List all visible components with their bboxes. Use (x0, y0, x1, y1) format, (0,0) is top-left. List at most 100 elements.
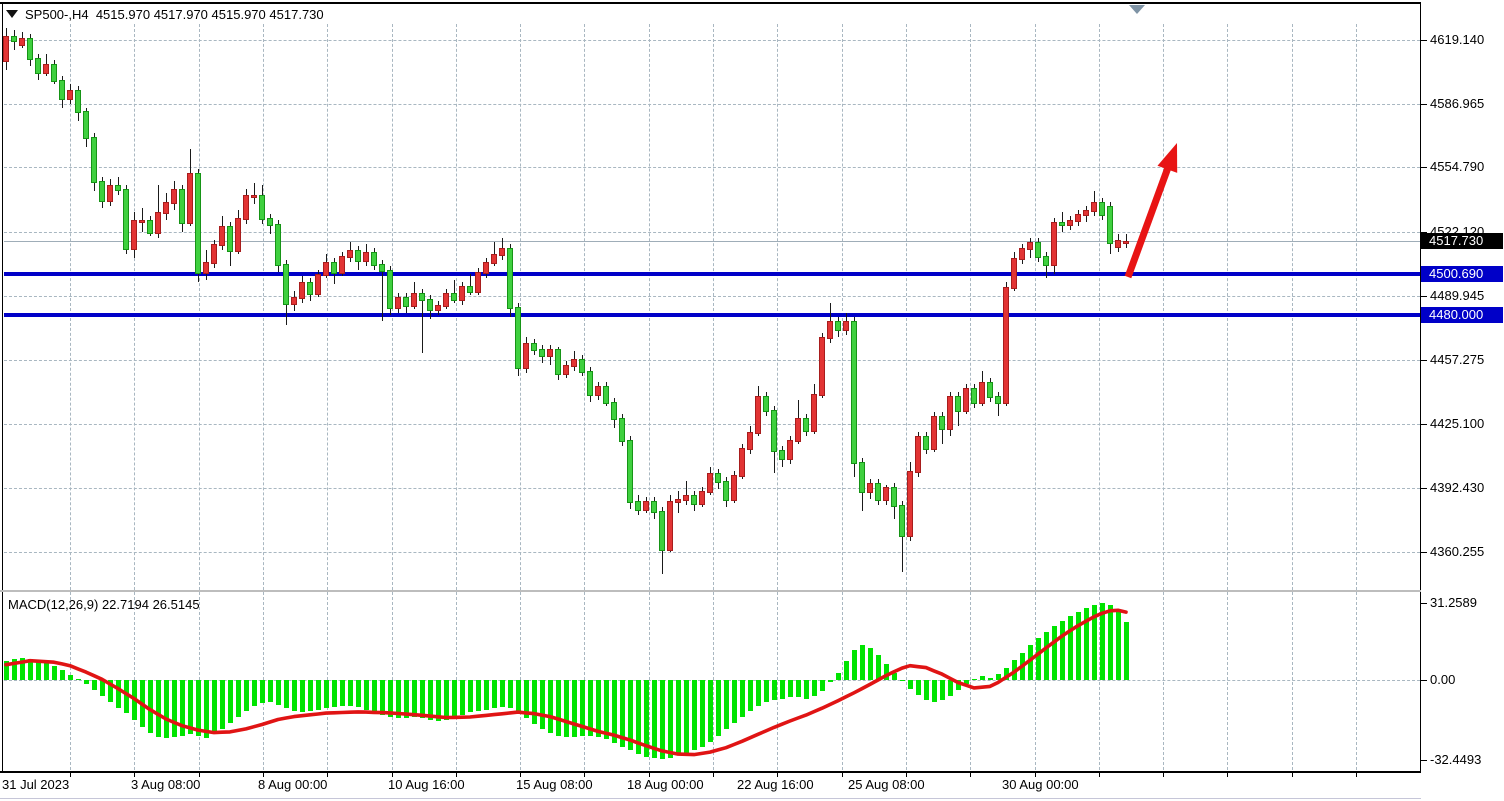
macd-histogram-bar (244, 680, 249, 711)
candle (147, 220, 153, 235)
time-axis-tick (262, 772, 264, 777)
time-axis-tick (1291, 772, 1293, 777)
candle (731, 475, 737, 502)
candle-wick (422, 289, 423, 353)
support-resistance-line[interactable] (4, 313, 1420, 318)
candle (27, 38, 33, 61)
macd-histogram-bar (580, 680, 585, 736)
candle (555, 348, 561, 375)
level-price-box: 4480.000 (1421, 307, 1503, 324)
candle (251, 194, 257, 198)
macd-histogram-bar (964, 680, 969, 684)
candle (539, 348, 545, 357)
vertical-gridline (905, 24, 907, 590)
support-resistance-line[interactable] (4, 272, 1420, 277)
candle (219, 226, 225, 246)
candle (587, 370, 593, 397)
macd-axis-label: -32.4493 (1430, 752, 1482, 768)
candle (211, 243, 217, 264)
candle (987, 382, 993, 399)
candle (907, 471, 913, 537)
quote-high: 4517.970 (153, 6, 208, 22)
candle-wick (382, 259, 383, 322)
chart-title: SP500-,H4 4515.970 4517.970 4515.970 451… (6, 5, 324, 23)
macd-histogram-bar (396, 680, 401, 719)
macd-histogram-bar (940, 680, 945, 701)
macd-histogram-bar (196, 680, 201, 736)
candle (427, 299, 433, 312)
time-axis-tick (1098, 772, 1100, 777)
macd-axis-tick (1421, 602, 1427, 604)
candle (691, 495, 697, 506)
macd-histogram-bar (708, 680, 713, 742)
candle (67, 89, 73, 100)
candle (795, 418, 801, 442)
price-axis-label: 4457.275 (1430, 352, 1485, 368)
window-bottom-border (0, 798, 1504, 799)
candle (1027, 242, 1033, 250)
macd-histogram-bar (844, 661, 849, 680)
macd-histogram-bar (1076, 612, 1081, 680)
price-axis[interactable]: 4619.140 4586.965 4554.790 4522.120 4489.945… (1421, 0, 1504, 801)
candle (915, 435, 921, 474)
macd-histogram-bar (628, 680, 633, 751)
macd-histogram-bar (796, 680, 801, 698)
candle (75, 89, 81, 114)
price-axis-label: 4392.430 (1430, 480, 1485, 496)
candle (763, 396, 769, 413)
macd-histogram-bar (84, 680, 89, 684)
macd-histogram-bar (1092, 605, 1097, 680)
macd-histogram-bar (764, 680, 769, 703)
candle (835, 321, 841, 332)
macd-histogram-bar (164, 680, 169, 739)
vertical-gridline (713, 592, 714, 770)
vertical-gridline (1291, 592, 1293, 770)
time-axis-label: 30 Aug 00:00 (1002, 777, 1079, 792)
price-axis-label: 4425.100 (1430, 415, 1485, 431)
price-gridline (4, 295, 1420, 297)
price-gridline (4, 40, 1420, 41)
price-axis-tick (1421, 231, 1427, 233)
candle (355, 249, 361, 262)
candle (315, 273, 321, 296)
vertical-gridline (648, 24, 650, 590)
vertical-gridline (713, 24, 714, 590)
candle (235, 218, 241, 252)
symbol-dropdown-icon[interactable] (6, 10, 18, 18)
macd-histogram-bar (620, 680, 625, 747)
time-axis-tick (1163, 772, 1165, 777)
macd-histogram-bar (420, 680, 425, 719)
vertical-gridline (262, 24, 264, 590)
candle (723, 481, 729, 502)
candle (875, 483, 881, 502)
vertical-gridline (970, 592, 972, 770)
price-axis-tick (1421, 551, 1427, 553)
macd-histogram-bar (812, 680, 817, 697)
macd-histogram-bar (132, 680, 137, 720)
vertical-gridline (70, 24, 71, 590)
candle (739, 447, 745, 478)
price-axis-tick (1421, 167, 1427, 169)
macd-histogram-bar (876, 655, 881, 680)
candle (475, 271, 481, 294)
macd-histogram-bar (732, 680, 737, 724)
candle (339, 255, 345, 274)
chart-shift-marker-icon[interactable] (1129, 5, 1145, 14)
candle (715, 473, 721, 484)
macd-histogram-bar (1028, 645, 1033, 680)
candle (1051, 222, 1057, 266)
price-axis-label: 4554.790 (1430, 159, 1485, 175)
macd-histogram-bar (1004, 667, 1009, 680)
time-axis-tick (777, 772, 779, 777)
vertical-gridline (905, 592, 907, 770)
vertical-gridline (198, 24, 200, 590)
candle (971, 388, 977, 405)
candle (51, 64, 57, 82)
macd-histogram-bar (508, 680, 513, 709)
macd-histogram-bar (636, 680, 641, 755)
macd-histogram-bar (300, 680, 305, 713)
macd-histogram-bar (404, 680, 409, 719)
macd-histogram-bar (124, 680, 129, 714)
